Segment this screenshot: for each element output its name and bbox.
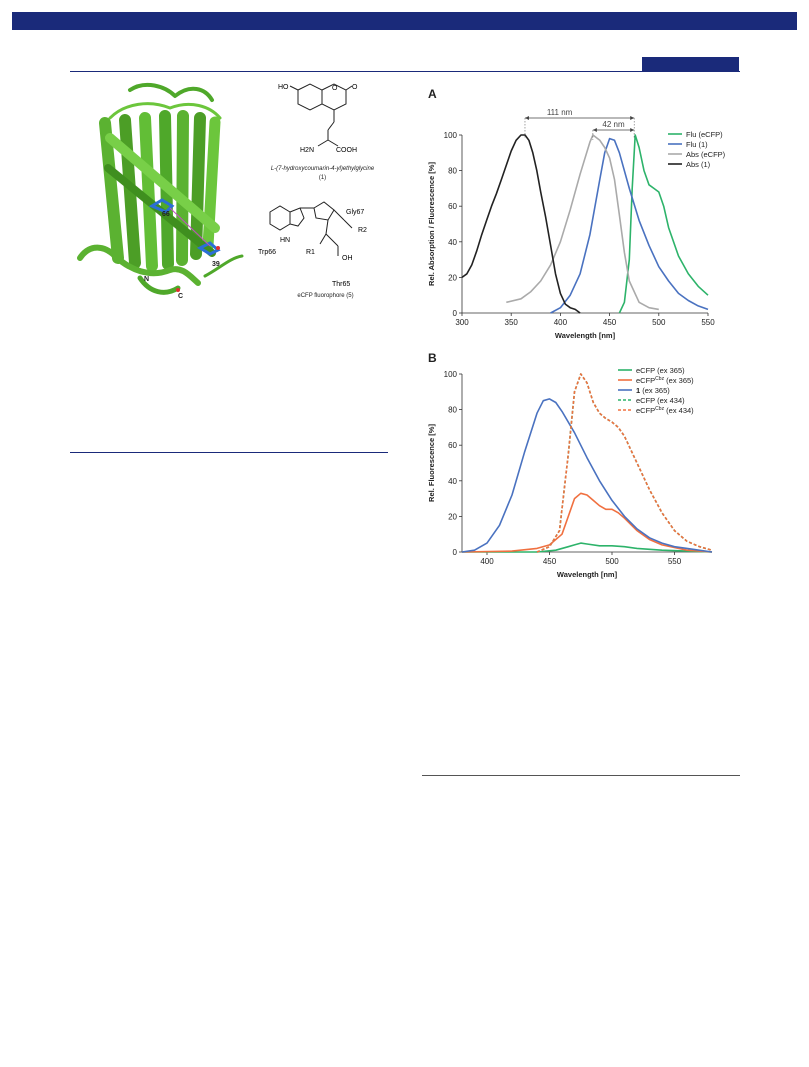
chart-b-fluorescence: 400 450 500 550 0 20 40 60 80 100 Wavelength [nm] R… — [427, 366, 713, 579]
gly67-label: Gly67 — [346, 209, 364, 216]
chart-a-y-tick-label: 80 — [448, 167, 457, 176]
chart-b-series-line-1 — [462, 542, 713, 553]
chart-b-y-tick-label: 60 — [448, 441, 457, 450]
chart-b-y-tick-label: 40 — [448, 477, 457, 486]
fluorophore-name: eCFP fluorophore (5) — [297, 293, 354, 299]
trp66-label: Trp66 — [258, 249, 276, 256]
chart-a-arrowhead-right — [630, 116, 635, 120]
chart-a-x-tick-label: 300 — [455, 318, 469, 327]
chart-b-y-axis-label: Rel. Fluorescence [%] — [427, 424, 436, 502]
residue-39-label: 39 — [212, 261, 220, 268]
chart-a-series-line-1 — [618, 134, 709, 314]
chart-b-x-axis-label: Wavelength [nm] — [557, 570, 618, 579]
r2-label: R2 — [358, 227, 367, 234]
chart-b-series-line-3 — [461, 398, 713, 553]
gfp-protein-ribbon-image: 66 39 N C — [77, 82, 244, 300]
chart-a-x-tick-label: 400 — [554, 318, 568, 327]
chart-a-arrowhead-right — [630, 128, 635, 132]
chart-a-y-tick-label: 20 — [448, 273, 457, 282]
chart-b-y-tick-label: 20 — [448, 512, 457, 521]
residue-66-label: 66 — [162, 211, 170, 218]
chart-a-series-line-4 — [461, 134, 581, 314]
c-terminus-label: C — [178, 293, 183, 300]
compound-1-name: L-(7-hydroxycoumarin-4-yl)ethylglycine — [270, 166, 375, 172]
chart-a-legend-label: Flu (1) — [686, 140, 708, 149]
chart-a-absorption-fluorescence: 300 350 400 450 500 550 0 20 40 60 80 100 Wavelength… — [427, 108, 726, 340]
chart-a-arrowhead-left — [592, 128, 597, 132]
compound-1-number: (1) — [318, 175, 327, 181]
chart-a-x-tick-label: 550 — [701, 318, 715, 327]
carbonyl-o-label: O — [352, 84, 358, 91]
chart-a-y-tick-label: 60 — [448, 202, 457, 211]
panel-a-letter: A — [428, 87, 437, 101]
oh-label: OH — [342, 255, 353, 262]
left-column-rule — [70, 452, 388, 453]
ecfp-fluorophore-structure: HN Gly67 R2 Trp66 R1 OH Thr65 — [258, 201, 367, 288]
chart-b-y-tick-label: 80 — [448, 406, 457, 415]
chart-b-legend-label: eCFPCbz (ex 434) — [636, 406, 694, 415]
chart-b-legend-label: eCFP (ex 365) — [636, 366, 685, 375]
thr65-label: Thr65 — [332, 281, 350, 288]
section-tag — [642, 57, 739, 71]
chart-a-x-axis-label: Wavelength [nm] — [555, 331, 616, 340]
chart-a-y-axis-label: Rel. Absorption / Fluorescence [%] — [427, 162, 436, 286]
chart-b-x-tick-label: 550 — [668, 557, 682, 566]
chart-a-x-tick-label: 450 — [603, 318, 617, 327]
chart-a-legend-label: Abs (eCFP) — [686, 150, 726, 159]
ho-label: HO — [278, 84, 289, 91]
chart-a-legend-label: Abs (1) — [686, 160, 711, 169]
chart-a-series-line-2 — [550, 137, 709, 314]
chart-a-x-tick-label: 500 — [652, 318, 666, 327]
chart-b-legend-label: eCFPCbz (ex 365) — [636, 376, 694, 385]
chart-a-annotation-label: 42 nm — [602, 120, 625, 129]
journal-header-bar — [12, 12, 797, 30]
chart-b-legend-label: 1 (ex 365) — [636, 386, 670, 395]
hn-label: HN — [280, 237, 290, 244]
h2n-label: H2N — [300, 147, 314, 154]
chart-a-y-tick-label: 100 — [444, 131, 458, 140]
chart-b-x-tick-label: 400 — [480, 557, 494, 566]
compound-1-structure: HO O O H2N COOH — [278, 83, 358, 154]
chart-a-x-tick-label: 350 — [505, 318, 519, 327]
cooh-label: COOH — [336, 147, 357, 154]
chart-b-x-tick-label: 500 — [605, 557, 619, 566]
chart-b-y-tick-label: 100 — [444, 370, 458, 379]
panel-b-letter: B — [428, 351, 437, 365]
chart-b-series-line-5 — [536, 373, 713, 553]
chart-a-arrowhead-left — [524, 116, 529, 120]
chart-a-y-tick-label: 0 — [453, 309, 458, 318]
r1-label: R1 — [306, 249, 315, 256]
chart-b-legend-label: eCFP (ex 434) — [636, 396, 685, 405]
right-column-rule — [422, 775, 740, 776]
chart-a-annotation-label: 111 nm — [547, 108, 573, 117]
chart-b-x-tick-label: 450 — [543, 557, 557, 566]
chart-a-legend-label: Flu (eCFP) — [686, 130, 723, 139]
chart-b-y-tick-label: 0 — [453, 548, 458, 557]
header-rule — [70, 71, 740, 72]
chart-a-series-line-3 — [506, 134, 659, 311]
chart-a-y-tick-label: 40 — [448, 238, 457, 247]
n-terminus-label: N — [144, 276, 149, 283]
ring-o-label: O — [332, 85, 338, 92]
